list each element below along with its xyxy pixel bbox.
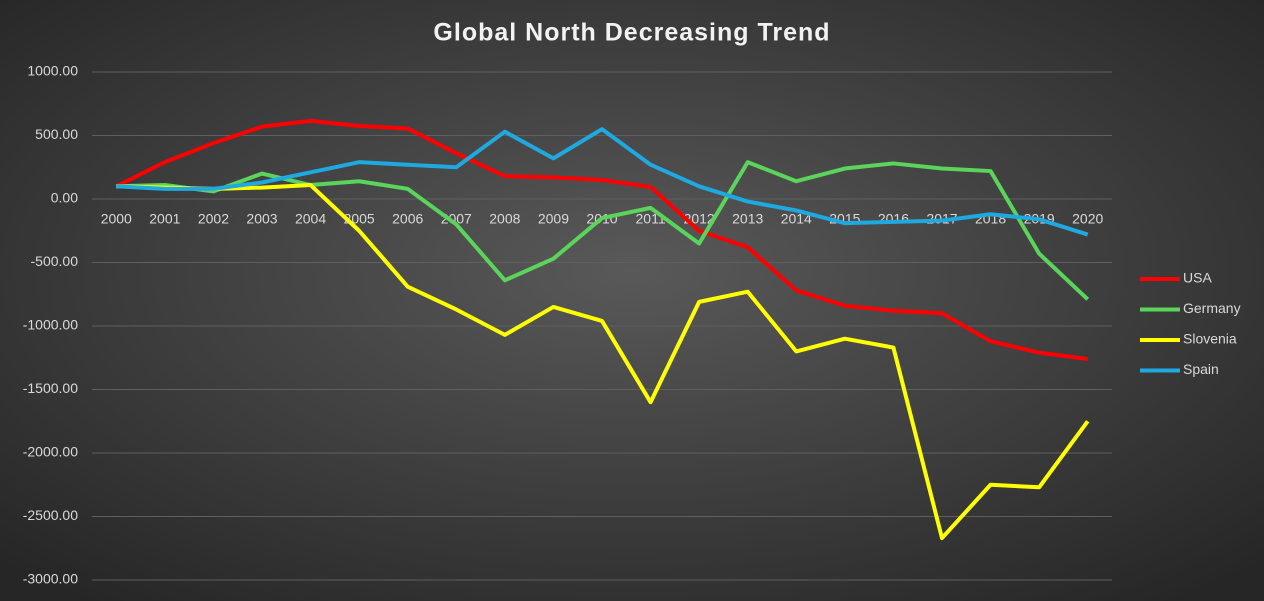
legend-label: Germany [1183, 300, 1241, 316]
x-tick-label: 2014 [781, 211, 812, 227]
x-tick-label: 2004 [295, 211, 326, 227]
y-tick-label: -500.00 [31, 253, 79, 269]
y-tick-label: -1000.00 [23, 317, 78, 333]
x-tick-label: 2009 [538, 211, 569, 227]
y-tick-label: -2000.00 [23, 444, 78, 460]
series-line [115, 118, 1088, 362]
x-tick-label: 2008 [489, 211, 520, 227]
x-tick-label: 2001 [149, 211, 180, 227]
y-tick-label: 1000.00 [27, 63, 78, 79]
legend-label: Spain [1183, 361, 1219, 377]
series-line [116, 127, 1089, 237]
chart-title: Global North Decreasing Trend [433, 19, 830, 47]
y-tick-label: -2500.00 [23, 507, 78, 523]
series-line [116, 183, 1090, 541]
x-tick-label: 2016 [878, 211, 909, 227]
x-tick-label: 2006 [392, 211, 423, 227]
x-tick-label: 2011 [636, 211, 666, 227]
y-tick-label: 500.00 [35, 126, 78, 142]
y-tick-label: -3000.00 [23, 571, 78, 587]
y-tick-label: -1500.00 [23, 380, 78, 396]
x-tick-label: 2002 [198, 211, 229, 227]
x-tick-label: 2003 [246, 211, 277, 227]
legend-label: USA [1183, 270, 1212, 286]
x-tick-label: 2020 [1072, 211, 1103, 227]
legend-label: Slovenia [1183, 331, 1237, 347]
y-tick-label: 0.00 [51, 190, 78, 206]
x-tick-label: 2000 [101, 211, 132, 227]
x-tick-label: 2013 [732, 211, 763, 227]
x-tick-label: 2007 [441, 211, 472, 227]
